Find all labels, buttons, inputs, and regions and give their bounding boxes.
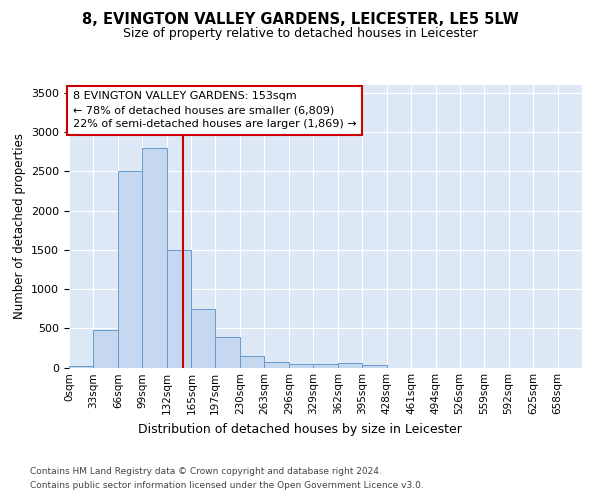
Text: Contains HM Land Registry data © Crown copyright and database right 2024.: Contains HM Land Registry data © Crown c… [30, 468, 382, 476]
Bar [240, 356, 264, 368]
Bar [338, 363, 362, 368]
Text: Contains public sector information licensed under the Open Government Licence v3: Contains public sector information licen… [30, 481, 424, 490]
Text: 8 EVINGTON VALLEY GARDENS: 153sqm
← 78% of detached houses are smaller (6,809)
2: 8 EVINGTON VALLEY GARDENS: 153sqm ← 78% … [73, 92, 356, 130]
Text: Size of property relative to detached houses in Leicester: Size of property relative to detached ho… [122, 28, 478, 40]
Bar [191, 308, 215, 368]
Bar [362, 366, 387, 368]
Bar [142, 148, 167, 368]
Bar [313, 364, 338, 368]
Bar [289, 364, 313, 368]
Bar [167, 250, 191, 368]
Y-axis label: Number of detached properties: Number of detached properties [13, 133, 26, 320]
Text: 8, EVINGTON VALLEY GARDENS, LEICESTER, LE5 5LW: 8, EVINGTON VALLEY GARDENS, LEICESTER, L… [82, 12, 518, 28]
Text: Distribution of detached houses by size in Leicester: Distribution of detached houses by size … [138, 422, 462, 436]
Bar [118, 172, 142, 368]
Bar [215, 337, 240, 368]
Bar [264, 362, 289, 368]
Bar [69, 366, 94, 368]
Bar [94, 330, 118, 368]
